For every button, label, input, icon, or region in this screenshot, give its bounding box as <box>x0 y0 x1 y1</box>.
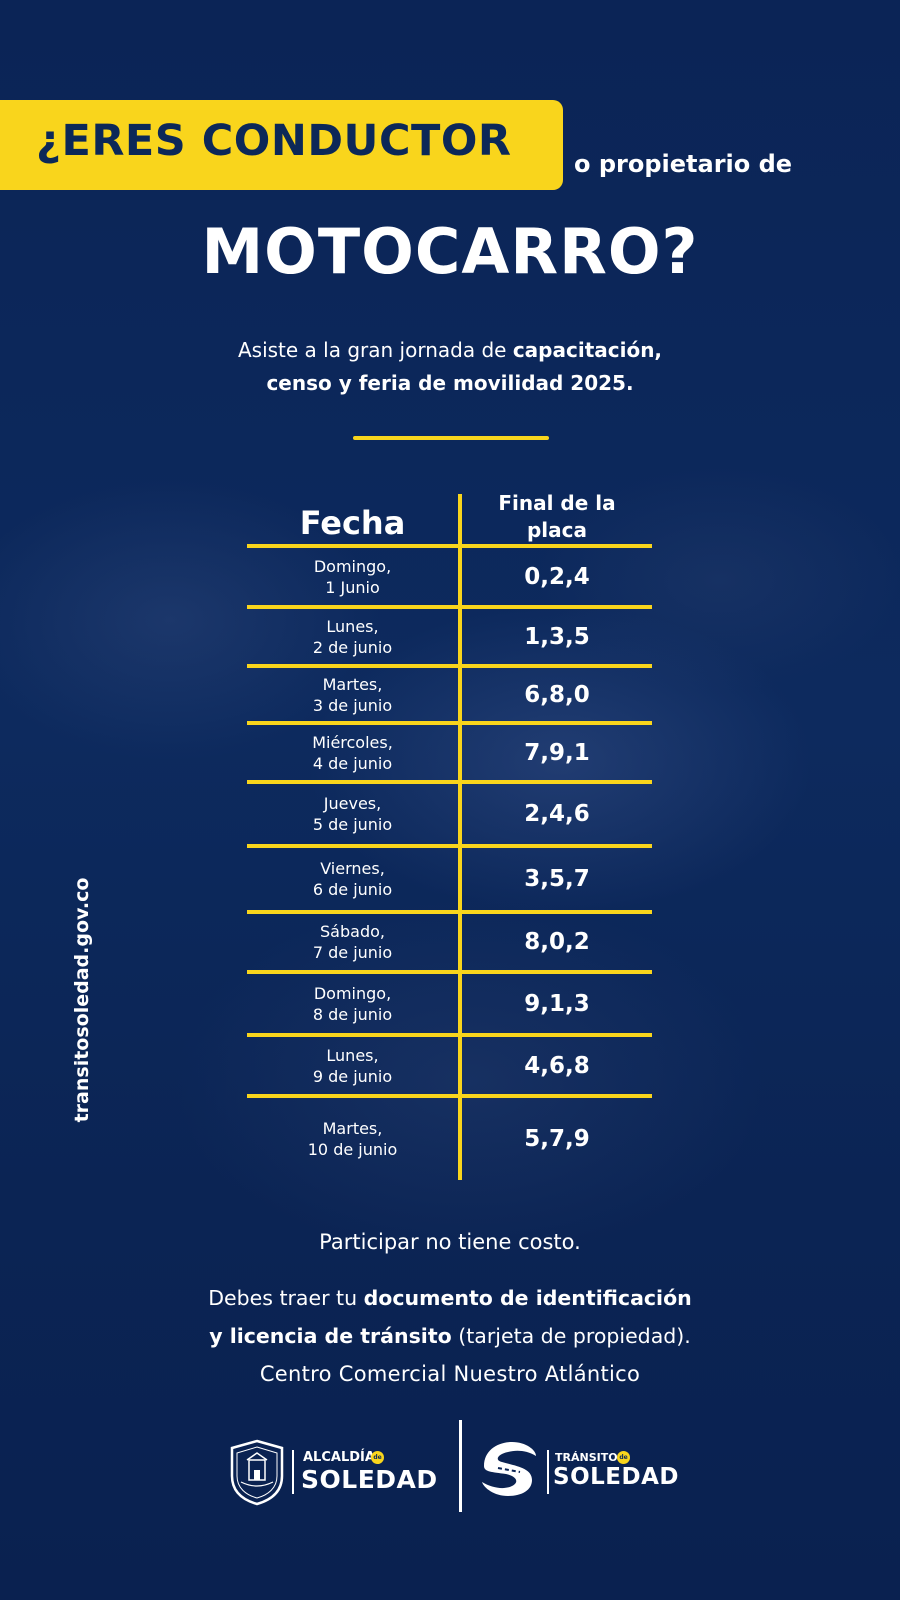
headline-highlight-text: ¿ERES CONDUCTOR <box>36 116 512 166</box>
alcaldia-small-text: ALCALDÍA <box>303 1450 375 1465</box>
table-row: Viernes, 6 de junio 3,5,7 <box>247 848 652 910</box>
headline-highlight-box <box>0 100 563 190</box>
transito-big-text: SOLEDAD <box>553 1464 679 1490</box>
table-row-separator <box>247 664 652 668</box>
table-row-separator <box>247 780 652 784</box>
intro-part1: Asiste a la gran jornada de <box>237 338 513 362</box>
table-column-divider <box>458 494 462 1180</box>
table-cell-plate: 6,8,0 <box>524 681 590 708</box>
alcaldia-big-text: SOLEDAD <box>301 1465 438 1494</box>
side-url: transitosoledad.gov.co <box>71 877 93 1123</box>
table-cell-plate: 0,2,4 <box>524 563 590 590</box>
table-row-separator <box>247 544 652 548</box>
transito-road-icon <box>482 1442 536 1496</box>
table-header-plate-line2: placa <box>526 518 588 542</box>
location-text: Centro Comercial Nuestro Atlántico <box>259 1362 641 1386</box>
docs-bold1: documento de identificación <box>363 1286 692 1310</box>
table-cell-plate: 7,9,1 <box>524 739 590 766</box>
table-header-plate: Final de la placa <box>462 490 652 544</box>
table-cell-date: Martes, 10 de junio <box>307 1119 398 1159</box>
logos-main-separator <box>459 1420 462 1512</box>
table-header-date: Fecha <box>299 504 406 542</box>
page-title: MOTOCARRO? <box>201 215 699 288</box>
table-row-separator <box>247 1094 652 1098</box>
table-row: Lunes, 2 de junio 1,3,5 <box>247 609 652 664</box>
table-cell-plate: 4,6,8 <box>524 1052 590 1079</box>
free-note: Participar no tiene costo. <box>319 1230 581 1254</box>
table-row-separator <box>247 970 652 974</box>
table-header-plate-line1: Final de la <box>498 491 616 515</box>
transito-small-text: TRÁNSITO <box>555 1451 618 1464</box>
table-cell-plate: 1,3,5 <box>524 623 590 650</box>
docs-post: (tarjeta de propiedad). <box>451 1324 691 1348</box>
intro-text: Asiste a la gran jornada de capacitación… <box>0 334 900 400</box>
table-cell-date: Sábado, 7 de junio <box>312 922 393 962</box>
table-cell-date: Domingo, 8 de junio <box>312 983 393 1024</box>
table-cell-plate: 9,1,3 <box>524 990 590 1017</box>
table-row: Miércoles, 4 de junio 7,9,1 <box>247 725 652 780</box>
table-row-separator <box>247 1033 652 1037</box>
table-row: Sábado, 7 de junio 8,0,2 <box>247 914 652 970</box>
yellow-divider <box>353 436 549 440</box>
table-cell-plate: 2,4,6 <box>524 801 590 827</box>
table-row-separator <box>247 910 652 914</box>
soledad-seal-icon <box>230 1439 284 1506</box>
table-row: Domingo, 1 Junio 0,2,4 <box>247 548 652 605</box>
table-row-separator <box>247 844 652 848</box>
table-cell-date: Lunes, 2 de junio <box>312 616 393 657</box>
table-row: Martes, 10 de junio 5,7,9 <box>247 1098 652 1180</box>
table-cell-date: Viernes, 6 de junio <box>312 859 393 899</box>
logo-separator <box>292 1450 294 1494</box>
table-row: Domingo, 8 de junio 9,1,3 <box>247 974 652 1033</box>
table-row-separator <box>247 721 652 725</box>
intro-bold2: censo y feria de movilidad 2025. <box>266 371 634 395</box>
table-cell-date: Lunes, 9 de junio <box>312 1045 393 1086</box>
intro-bold1: capacitación, <box>512 338 663 362</box>
table-row: Jueves, 5 de junio 2,4,6 <box>247 784 652 844</box>
table-row: Lunes, 9 de junio 4,6,8 <box>247 1037 652 1094</box>
table-cell-plate: 3,5,7 <box>524 866 590 892</box>
docs-pre: Debes traer tu <box>208 1286 364 1310</box>
transito-de-badge: de <box>617 1451 630 1464</box>
table-row: Martes, 3 de junio 6,8,0 <box>247 668 652 721</box>
table-cell-date: Jueves, 5 de junio <box>312 794 393 834</box>
table-cell-date: Martes, 3 de junio <box>312 674 393 715</box>
table-cell-date: Miércoles, 4 de junio <box>312 732 393 773</box>
table-cell-plate: 8,0,2 <box>524 929 590 955</box>
logo-separator <box>547 1450 549 1494</box>
schedule-table: Fecha Final de la placa Domingo, 1 Junio… <box>247 490 652 1180</box>
headline-tail-text: o propietario de <box>574 150 793 178</box>
docs-bold2: y licencia de tránsito <box>209 1324 452 1348</box>
alcaldia-de-badge: de <box>371 1451 384 1464</box>
table-cell-date: Domingo, 1 Junio <box>313 556 392 597</box>
documents-note: Debes traer tu documento de identificaci… <box>0 1279 900 1355</box>
table-cell-plate: 5,7,9 <box>524 1126 590 1152</box>
table-row-separator <box>247 605 652 609</box>
